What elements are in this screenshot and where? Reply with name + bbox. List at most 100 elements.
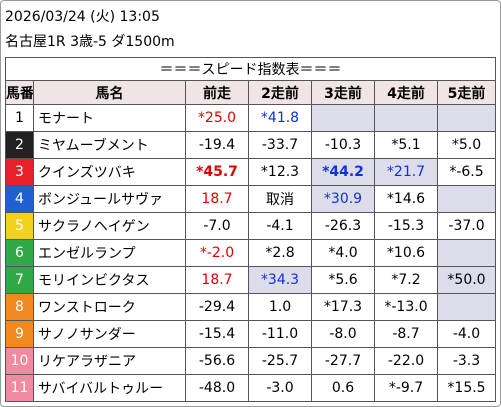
speed-index: 0.6 <box>311 374 375 402</box>
speed-index: *17.3 <box>311 293 375 321</box>
speed-index: 取消 <box>248 185 312 213</box>
horse-name: エンゼルランプ <box>33 239 186 267</box>
table-row: 9 サノノサンダー -15.4 -11.0 -8.0 -8.7 -4.0 <box>5 320 497 348</box>
speed-index: 18.7 <box>185 185 249 213</box>
table-row: 1 モナート *25.0 *41.8 <box>5 104 497 132</box>
speed-index: -8.7 <box>374 320 438 348</box>
horse-name: モリインビクタス <box>33 266 186 294</box>
speed-index: *12.3 <box>248 158 312 186</box>
speed-index: -48.0 <box>185 374 249 402</box>
speed-index <box>436 104 497 132</box>
speed-index: *45.7 <box>185 158 249 186</box>
horse-number: 6 <box>5 239 34 267</box>
speed-index: *5.1 <box>374 131 438 159</box>
horse-number: 2 <box>5 131 34 159</box>
speed-index: *34.3 <box>248 266 312 294</box>
table-row: 10 リケアラザニア -56.6 -25.7 -27.7 -22.0 -3.3 <box>5 347 497 375</box>
speed-index <box>436 239 497 267</box>
speed-index: *50.0 <box>436 266 497 294</box>
horse-number: 4 <box>5 185 34 213</box>
speed-index: *25.0 <box>185 104 249 132</box>
column-header: 2走前 <box>248 80 312 105</box>
speed-index: -15.4 <box>185 320 249 348</box>
speed-index: -37.0 <box>436 212 497 240</box>
speed-index: -11.0 <box>248 320 312 348</box>
speed-index: *2.8 <box>248 239 312 267</box>
table-row: 3 クインズツバキ *45.7 *12.3 *44.2 *21.7 *-6.5 <box>5 158 497 186</box>
table-title: ＝＝＝スピード指数表＝＝＝ <box>4 57 497 81</box>
speed-index: *5.0 <box>436 131 497 159</box>
speed-index: *4.0 <box>311 239 375 267</box>
speed-index: *30.9 <box>311 185 375 213</box>
speed-index: *7.2 <box>374 266 438 294</box>
column-header: 馬名 <box>33 80 186 105</box>
speed-index: -19.4 <box>185 131 249 159</box>
horse-number: 11 <box>5 374 34 402</box>
speed-index: *5.6 <box>311 266 375 294</box>
horse-name: リケアラザニア <box>33 347 186 375</box>
speed-index: -15.3 <box>374 212 438 240</box>
race-info: 名古屋1R 3歳-5 ダ1500m <box>5 34 175 50</box>
speed-index: *10.6 <box>374 239 438 267</box>
column-header: 4走前 <box>374 80 438 105</box>
horse-name: ワンストローク <box>33 293 186 321</box>
speed-index: -8.0 <box>311 320 375 348</box>
speed-index: *14.6 <box>374 185 438 213</box>
speed-index <box>311 104 375 132</box>
speed-index: -56.6 <box>185 347 249 375</box>
speed-index: *-6.5 <box>436 158 497 186</box>
speed-index: *-2.0 <box>185 239 249 267</box>
speed-index <box>436 293 497 321</box>
speed-index: -4.1 <box>248 212 312 240</box>
speed-index: *-13.0 <box>374 293 438 321</box>
speed-index: -4.0 <box>436 320 497 348</box>
speed-table: ＝＝＝スピード指数表＝＝＝ 馬番 馬名 前走 2走前 3走前 4走前 5走前 1 モナート *2… <box>4 57 497 402</box>
horse-number: 1 <box>5 104 34 132</box>
horse-name: サクラノヘイゲン <box>33 212 186 240</box>
speed-index <box>374 104 438 132</box>
horse-name: モナート <box>33 104 186 132</box>
table-row: 6 エンゼルランプ *-2.0 *2.8 *4.0 *10.6 <box>5 239 497 267</box>
horse-number: 8 <box>5 293 34 321</box>
horse-number: 3 <box>5 158 34 186</box>
horse-name: ミヤムーブメント <box>33 131 186 159</box>
speed-index: *41.8 <box>248 104 312 132</box>
speed-index: -29.4 <box>185 293 249 321</box>
speed-index: -26.3 <box>311 212 375 240</box>
speed-index: *-9.7 <box>374 374 438 402</box>
speed-index: -10.3 <box>311 131 375 159</box>
speed-index: 1.0 <box>248 293 312 321</box>
speed-index: -3.0 <box>248 374 312 402</box>
table-row: 8 ワンストローク -29.4 1.0 *17.3 *-13.0 <box>5 293 497 321</box>
speed-index: *21.7 <box>374 158 438 186</box>
speed-index: -33.7 <box>248 131 312 159</box>
datetime: 2026/03/24 (火) 13:05 <box>5 9 160 25</box>
speed-index: -3.3 <box>436 347 497 375</box>
speed-index: -27.7 <box>311 347 375 375</box>
table-row: 2 ミヤムーブメント -19.4 -33.7 -10.3 *5.1 *5.0 <box>5 131 497 159</box>
horse-number: 7 <box>5 266 34 294</box>
speed-index: *44.2 <box>311 158 375 186</box>
table-row: 4 ボンジュールサヴァ 18.7 取消 *30.9 *14.6 <box>5 185 497 213</box>
speed-index: -25.7 <box>248 347 312 375</box>
table-row: 5 サクラノヘイゲン -7.0 -4.1 -26.3 -15.3 -37.0 <box>5 212 497 240</box>
horse-number: 9 <box>5 320 34 348</box>
horse-name: サバイバルトゥルー <box>33 374 186 402</box>
column-header: 5走前 <box>436 80 497 105</box>
horse-name: クインズツバキ <box>33 158 186 186</box>
horse-name: サノノサンダー <box>33 320 186 348</box>
table-row: 11 サバイバルトゥルー -48.0 -3.0 0.6 *-9.7 *15.5 <box>5 374 497 402</box>
column-header: 馬番 <box>5 80 34 105</box>
table-row: 7 モリインビクタス 18.7 *34.3 *5.6 *7.2 *50.0 <box>5 266 497 294</box>
column-header: 3走前 <box>311 80 375 105</box>
speed-index: -22.0 <box>374 347 438 375</box>
speed-index <box>436 185 497 213</box>
horse-number: 5 <box>5 212 34 240</box>
column-header: 前走 <box>185 80 249 105</box>
speed-index: 18.7 <box>185 266 249 294</box>
horse-name: ボンジュールサヴァ <box>33 185 186 213</box>
horse-number: 10 <box>5 347 34 375</box>
speed-index: -7.0 <box>185 212 249 240</box>
speed-index: *15.5 <box>436 374 497 402</box>
